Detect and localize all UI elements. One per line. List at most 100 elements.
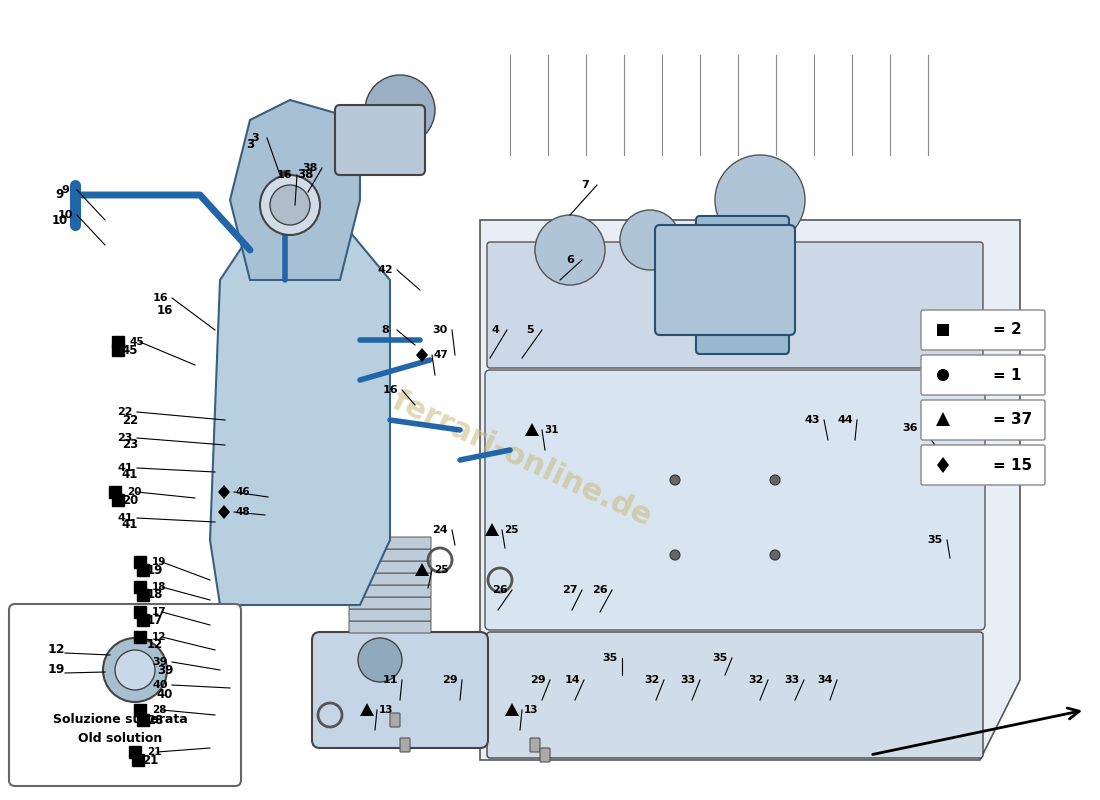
Text: 25: 25 (504, 525, 518, 535)
FancyBboxPatch shape (349, 585, 431, 597)
Circle shape (535, 215, 605, 285)
Text: 17: 17 (147, 614, 163, 626)
Text: 25: 25 (434, 565, 449, 575)
FancyBboxPatch shape (487, 242, 983, 368)
Text: 13: 13 (379, 705, 394, 715)
Text: 48: 48 (236, 507, 251, 517)
Text: 38: 38 (297, 169, 313, 182)
Circle shape (270, 185, 310, 225)
Polygon shape (525, 423, 539, 436)
FancyBboxPatch shape (9, 604, 241, 786)
Text: 26: 26 (492, 585, 508, 595)
Text: 31: 31 (544, 425, 559, 435)
Text: 16: 16 (152, 293, 168, 303)
Bar (112, 344, 124, 356)
Text: 20: 20 (122, 494, 139, 506)
Polygon shape (415, 563, 429, 576)
Circle shape (103, 638, 167, 702)
Text: 6: 6 (566, 255, 574, 265)
Text: 35: 35 (713, 653, 727, 663)
Text: 23: 23 (122, 438, 139, 451)
Bar (129, 746, 141, 758)
Circle shape (715, 155, 805, 245)
Polygon shape (416, 348, 428, 362)
Text: 39: 39 (157, 663, 173, 677)
Bar (132, 754, 144, 766)
FancyBboxPatch shape (921, 310, 1045, 350)
FancyBboxPatch shape (530, 738, 540, 752)
FancyBboxPatch shape (921, 400, 1045, 440)
Bar (134, 631, 146, 643)
Circle shape (116, 650, 155, 690)
Text: 33: 33 (681, 675, 695, 685)
Text: 28: 28 (152, 705, 166, 715)
Circle shape (770, 475, 780, 485)
Text: 27: 27 (562, 585, 578, 595)
Text: 40: 40 (157, 689, 173, 702)
Circle shape (260, 175, 320, 235)
Text: 3: 3 (251, 133, 258, 143)
Text: 47: 47 (434, 350, 449, 360)
Bar (109, 486, 121, 498)
Text: 16: 16 (382, 385, 398, 395)
Text: 30: 30 (432, 325, 448, 335)
Text: 9: 9 (62, 185, 69, 195)
Text: 21: 21 (147, 747, 162, 757)
FancyBboxPatch shape (654, 225, 795, 335)
Text: 19: 19 (48, 663, 65, 676)
Text: 46: 46 (236, 487, 251, 497)
Text: 18: 18 (152, 582, 166, 592)
Text: 33: 33 (784, 675, 800, 685)
Text: 24: 24 (432, 525, 448, 535)
Polygon shape (480, 220, 1020, 760)
Bar (138, 714, 148, 726)
Text: Old solution: Old solution (78, 731, 162, 745)
Text: 19: 19 (152, 557, 166, 567)
Circle shape (770, 550, 780, 560)
Text: 26: 26 (592, 585, 608, 595)
Bar (138, 614, 148, 626)
Text: 38: 38 (302, 163, 318, 173)
Text: 19: 19 (146, 563, 163, 577)
Text: 42: 42 (377, 265, 393, 275)
FancyBboxPatch shape (349, 621, 431, 633)
Polygon shape (936, 412, 950, 426)
Text: 12: 12 (48, 643, 66, 656)
Text: 16: 16 (277, 170, 293, 180)
Text: 29: 29 (442, 675, 458, 685)
Text: 43: 43 (804, 415, 820, 425)
Bar (134, 704, 146, 716)
FancyBboxPatch shape (349, 573, 431, 585)
Text: 16: 16 (157, 303, 173, 317)
Text: = 37: = 37 (993, 413, 1032, 427)
Text: 36: 36 (902, 423, 917, 433)
Bar (138, 564, 148, 576)
Polygon shape (360, 703, 374, 716)
Polygon shape (218, 505, 230, 519)
Text: 41: 41 (122, 469, 139, 482)
Text: 21: 21 (142, 754, 158, 766)
Text: 12: 12 (147, 638, 163, 651)
Bar (138, 589, 148, 601)
Polygon shape (230, 100, 360, 280)
Text: 10: 10 (52, 214, 68, 226)
FancyBboxPatch shape (921, 445, 1045, 485)
Text: 20: 20 (126, 487, 142, 497)
Text: www.ferrari-online.de: www.ferrari-online.de (304, 347, 657, 533)
Circle shape (620, 210, 680, 270)
Text: 17: 17 (152, 607, 166, 617)
Bar (112, 336, 124, 348)
Text: 12: 12 (152, 632, 166, 642)
Text: 41: 41 (118, 463, 133, 473)
Text: Soluzione superata: Soluzione superata (53, 714, 187, 726)
Circle shape (670, 550, 680, 560)
FancyBboxPatch shape (349, 549, 431, 561)
Text: 7: 7 (581, 180, 589, 190)
FancyBboxPatch shape (540, 748, 550, 762)
Text: 22: 22 (122, 414, 139, 426)
FancyBboxPatch shape (349, 537, 431, 549)
FancyBboxPatch shape (312, 632, 488, 748)
Bar (138, 639, 148, 651)
Text: 5: 5 (526, 325, 534, 335)
FancyBboxPatch shape (400, 738, 410, 752)
